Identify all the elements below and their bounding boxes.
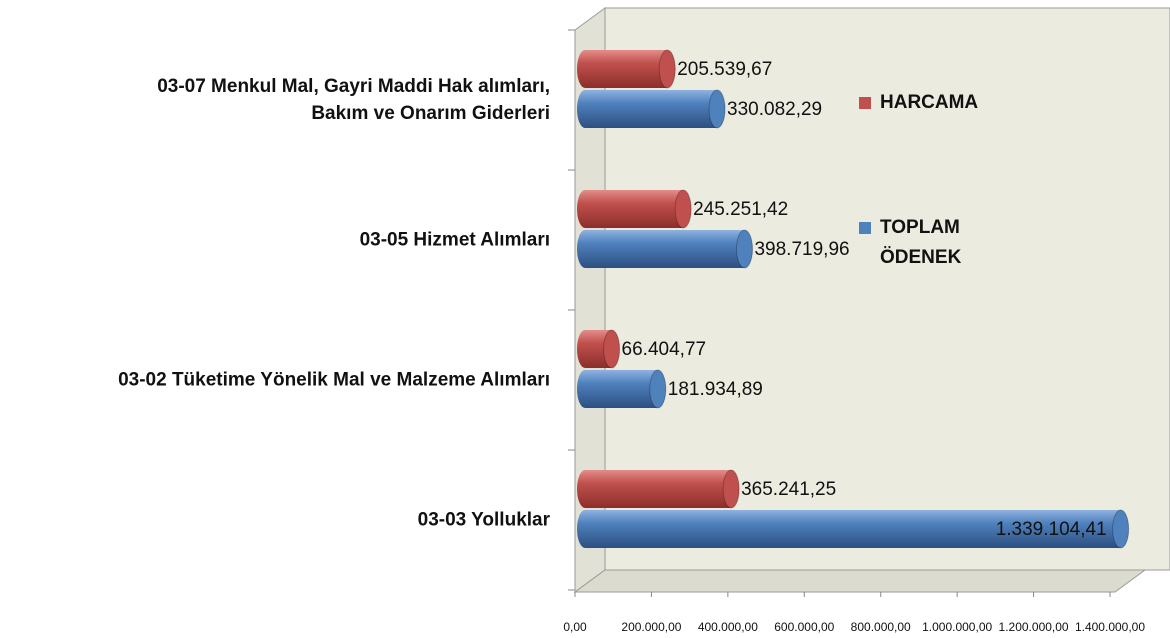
bar: [577, 190, 692, 228]
value-label: 245.251,42: [693, 199, 788, 220]
category-label: 03-05 Hizmet Alımları: [359, 229, 550, 251]
value-label: 398.719,96: [754, 239, 849, 260]
bar-cap: [1112, 509, 1130, 549]
x-tick-label: 1.400.000,00: [1075, 620, 1145, 634]
value-label: 330.082,29: [727, 99, 822, 120]
legend-label: HARCAMA: [880, 92, 979, 113]
x-tick-label: 0,00: [563, 620, 587, 634]
value-label: 66.404,77: [622, 339, 707, 360]
bar-cap: [735, 229, 753, 269]
bar: [577, 370, 666, 408]
category-label: 03-02 Tüketime Yönelik Mal ve Malzeme Al…: [118, 369, 550, 391]
bar: [577, 230, 753, 268]
bar: [577, 90, 726, 128]
x-tick-label: 200.000,00: [621, 620, 681, 634]
bar: [577, 510, 1129, 548]
x-tick-label: 400.000,00: [698, 620, 758, 634]
x-tick-label: 600.000,00: [774, 620, 834, 634]
value-label: 1.339.104,41: [996, 519, 1107, 540]
bar-cap: [674, 189, 692, 229]
value-label: 205.539,67: [677, 59, 772, 80]
bar-cap: [649, 369, 667, 409]
value-label: 365.241,25: [741, 479, 836, 500]
floor: [573, 569, 1147, 593]
bar-cap: [603, 329, 621, 369]
x-tick-label: 800.000,00: [851, 620, 911, 634]
category-label: 03-03 Yolluklar: [417, 509, 550, 531]
legend-label: TOPLAM ÖDENEK: [880, 217, 962, 268]
bar: [577, 50, 676, 88]
x-tick-label: 1.000.000,00: [922, 620, 992, 634]
category-label: 03-07 Menkul Mal, Gayri Maddi Hak alımla…: [157, 76, 550, 124]
bar-cap: [708, 89, 726, 129]
legend-swatch: [859, 222, 871, 234]
bar: [577, 470, 740, 508]
bar-cap: [722, 469, 740, 509]
legend-swatch: [859, 97, 871, 109]
x-tick-label: 1.200.000,00: [999, 620, 1069, 634]
value-label: 181.934,89: [668, 379, 763, 400]
bar-cap: [658, 49, 676, 89]
